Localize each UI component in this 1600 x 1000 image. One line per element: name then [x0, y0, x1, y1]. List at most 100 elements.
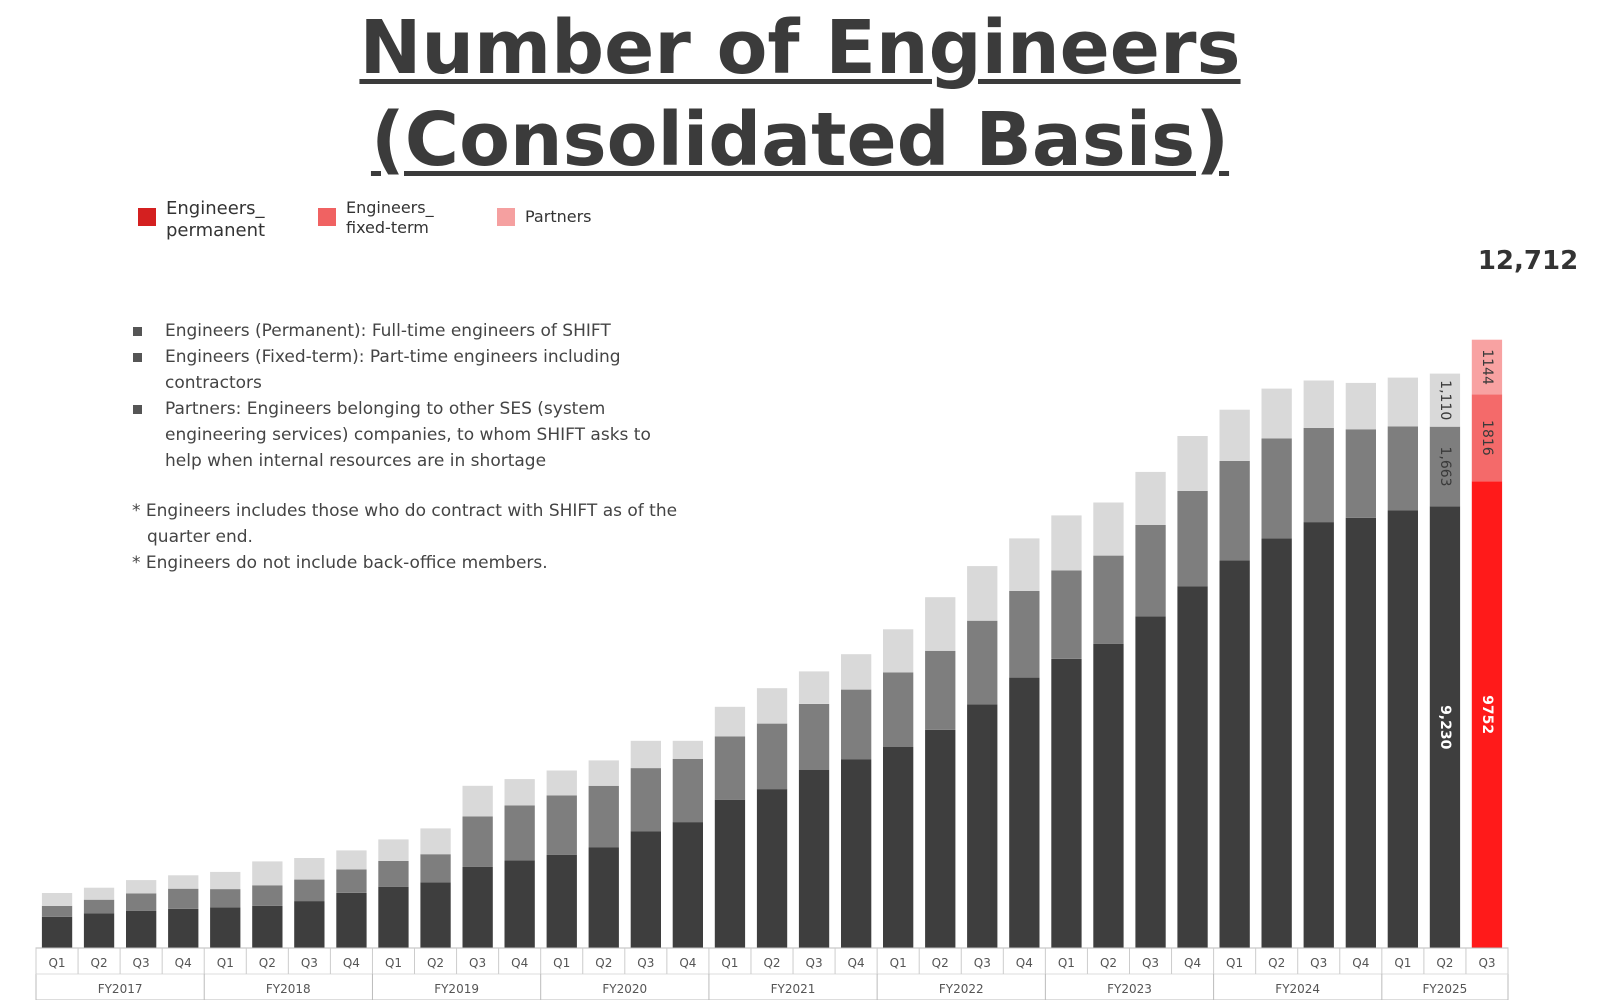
bar-fixed-term [546, 795, 577, 855]
bar-fixed-term [1303, 427, 1334, 523]
bar-fixed-term [336, 869, 367, 893]
bar-fixed-term [83, 899, 115, 914]
data-label-partners: 1144 [1479, 349, 1495, 385]
footnote-back-office: * Engineers do not include back-office m… [132, 553, 548, 573]
bar-partners [126, 880, 157, 894]
bar-permanent [1387, 510, 1418, 948]
bar-permanent [168, 908, 199, 948]
fiscal-year-label: FY2019 [434, 982, 479, 996]
bar-partners [294, 858, 325, 880]
x-tick-label: Q2 [1268, 956, 1285, 970]
x-tick-label: Q4 [1184, 956, 1201, 970]
x-tick-label: Q3 [806, 956, 823, 970]
bar-fixed-term [1009, 591, 1040, 678]
title-line-2: (Consolidated Basis) [370, 97, 1230, 183]
bar-permanent [630, 831, 661, 948]
bar-permanent [41, 916, 73, 948]
bar-fixed-term [41, 905, 73, 917]
bar-permanent [210, 907, 241, 948]
bullet-icon [133, 405, 142, 414]
bar-fixed-term [210, 889, 241, 908]
x-tick-label: Q2 [1436, 956, 1453, 970]
note-text: Engineers (Permanent): Full-time enginee… [165, 321, 611, 341]
bullet-icon [133, 327, 142, 336]
bar-fixed-term [714, 736, 746, 800]
bar-permanent [1009, 677, 1040, 948]
bar-fixed-term [1051, 570, 1082, 659]
x-tick-label: Q2 [91, 956, 108, 970]
x-tick-label: Q3 [133, 956, 150, 970]
total-label: 12,712 [1477, 246, 1579, 276]
bar-fixed-term [1261, 438, 1292, 539]
bar-fixed-term [1387, 426, 1418, 511]
footnotes: * Engineers includes those who do contra… [132, 498, 692, 576]
bar-permanent [883, 747, 914, 948]
bar-partners [168, 875, 199, 889]
bar-fixed-term [1345, 429, 1376, 518]
bar-fixed-term [1135, 525, 1166, 617]
bar-partners [841, 654, 872, 690]
bar-partners [967, 566, 998, 621]
x-tick-label: Q2 [259, 956, 276, 970]
bar-partners [504, 779, 535, 806]
bar-permanent [672, 822, 703, 948]
bar-fixed-term [925, 650, 956, 730]
bar-partners [1219, 409, 1250, 461]
bar-fixed-term [1429, 426, 1461, 507]
bar-partners [1009, 538, 1040, 591]
x-tick-label: Q1 [1394, 956, 1411, 970]
bar-permanent [1471, 481, 1503, 948]
title-line-1: Number of Engineers [359, 5, 1241, 91]
legend-item-fixed-term: Engineers_ fixed-term [318, 198, 434, 238]
bar-partners [1471, 339, 1503, 395]
bar-fixed-term [841, 689, 872, 760]
legend-swatch-permanent [138, 208, 156, 226]
bar-partners [630, 740, 661, 769]
note-text: Partners: Engineers belonging to other S… [165, 399, 651, 471]
note-partners: Partners: Engineers belonging to other S… [132, 396, 692, 474]
legend-label-fixed-term: Engineers_ fixed-term [346, 198, 434, 237]
legend-item-partners: Partners [497, 198, 591, 227]
fiscal-year-label: FY2023 [1107, 982, 1152, 996]
x-tick-label: Q4 [511, 956, 528, 970]
bar-fixed-term [252, 885, 283, 906]
bar-permanent [1135, 616, 1166, 948]
bar-fixed-term [294, 879, 325, 902]
footnote-contract: * Engineers includes those who do contra… [132, 501, 678, 547]
bar-permanent [714, 799, 746, 948]
bar-permanent [504, 860, 535, 948]
data-label-permanent: 9752 [1479, 695, 1495, 734]
fiscal-year-label: FY2017 [98, 982, 143, 996]
bar-fixed-term [126, 893, 157, 911]
x-tick-label: Q4 [679, 956, 696, 970]
page-title: Number of Engineers (Consolidated Basis) [0, 2, 1600, 186]
bar-partners [210, 871, 241, 890]
bar-partners [1051, 515, 1082, 571]
bar-permanent [588, 847, 619, 948]
bar-fixed-term [1471, 394, 1503, 482]
data-label-fixed-term: 1816 [1479, 420, 1495, 456]
bar-fixed-term [588, 785, 619, 848]
legend-label-partners: Partners [525, 207, 592, 226]
bar-partners [83, 887, 115, 900]
bar-permanent [1345, 517, 1376, 948]
bar-fixed-term [630, 768, 661, 832]
x-tick-label: Q2 [427, 956, 444, 970]
data-label-fixed-term: 1,663 [1437, 446, 1453, 486]
bar-permanent [420, 882, 451, 948]
definition-notes: Engineers (Permanent): Full-time enginee… [132, 318, 692, 576]
bar-partners [1261, 388, 1292, 439]
bar-permanent [294, 901, 325, 948]
bar-permanent [1261, 538, 1292, 948]
bar-fixed-term [168, 888, 199, 909]
x-tick-label: Q1 [553, 956, 570, 970]
bar-permanent [336, 893, 367, 948]
bar-fixed-term [504, 805, 535, 861]
bar-permanent [252, 905, 283, 948]
bar-partners [714, 706, 746, 737]
bar-partners [546, 770, 577, 796]
bar-permanent [1429, 506, 1461, 948]
legend-item-permanent: Engineers_ permanent [138, 198, 265, 242]
bar-partners [41, 893, 73, 906]
bar-fixed-term [1219, 460, 1250, 561]
